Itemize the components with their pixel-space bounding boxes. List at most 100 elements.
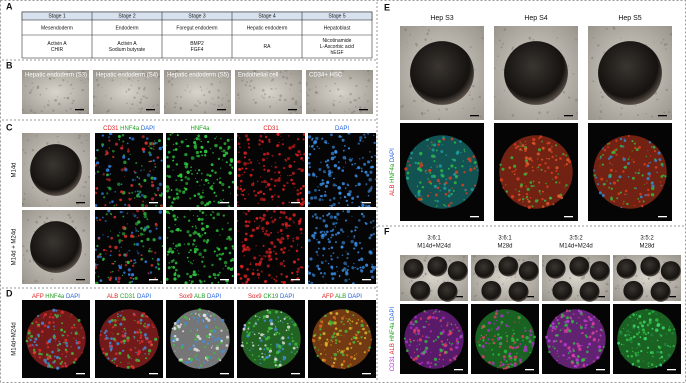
signal (187, 219, 191, 222)
signal (356, 267, 359, 271)
signal (330, 265, 334, 269)
texture (567, 96, 571, 99)
signal (425, 335, 428, 339)
signal (133, 243, 136, 246)
signal (268, 354, 271, 357)
signal (46, 345, 50, 349)
signal (441, 330, 445, 334)
signal (227, 147, 230, 150)
texture (80, 141, 83, 144)
signal (350, 239, 354, 244)
signal (296, 189, 299, 192)
signal (197, 192, 201, 196)
stain-name: ALB (390, 343, 396, 354)
texture (653, 41, 655, 43)
signal (620, 352, 622, 355)
signal (366, 324, 369, 327)
signal (209, 186, 213, 190)
signal (434, 310, 437, 313)
signal (126, 339, 130, 342)
signal (336, 332, 340, 336)
signal (501, 363, 505, 367)
signal (108, 164, 112, 168)
texture (410, 279, 413, 282)
stain-name: CD31 (263, 126, 279, 132)
texture (142, 74, 145, 77)
signal (202, 189, 204, 191)
signal (437, 143, 440, 146)
signal (439, 189, 442, 192)
signal (597, 341, 599, 343)
signal (264, 135, 268, 139)
signal (631, 350, 634, 353)
texture (368, 73, 370, 75)
texture (413, 99, 416, 103)
scale-bar (454, 369, 463, 371)
texture (219, 81, 222, 83)
signal (435, 316, 438, 320)
signal (633, 187, 636, 189)
signal (616, 197, 619, 200)
signal (575, 365, 578, 368)
signal (276, 359, 279, 362)
signal (429, 147, 431, 150)
signal (213, 351, 216, 355)
texture (522, 259, 525, 262)
signal (260, 270, 263, 273)
signal (123, 318, 126, 321)
signal (191, 225, 194, 228)
signal (246, 137, 250, 142)
signal (288, 175, 291, 177)
texture (71, 220, 75, 223)
signal (320, 194, 324, 198)
signal (96, 219, 98, 222)
signal (587, 315, 591, 319)
signal (453, 181, 457, 185)
signal (108, 320, 112, 324)
texture (478, 95, 482, 99)
signal (497, 333, 500, 336)
background (235, 70, 302, 114)
signal (640, 313, 642, 316)
signal (220, 329, 223, 332)
signal (141, 193, 144, 197)
signal (257, 318, 260, 321)
signal (333, 177, 335, 180)
texture (473, 107, 475, 110)
texture (427, 29, 430, 32)
signal (424, 311, 427, 313)
signal (602, 153, 605, 156)
signal (274, 194, 276, 196)
signal (327, 262, 330, 265)
signal (342, 149, 345, 152)
signal (506, 311, 509, 314)
signal (609, 182, 612, 185)
signal (335, 312, 339, 316)
signal (523, 172, 527, 176)
texture (69, 216, 72, 219)
signal (254, 315, 257, 317)
signal (244, 134, 249, 138)
signal (188, 347, 191, 351)
signal (346, 256, 349, 260)
texture (494, 264, 497, 266)
texture (105, 75, 107, 77)
signal (454, 358, 457, 361)
signal (626, 329, 630, 333)
signal (593, 326, 595, 329)
signal (340, 334, 342, 337)
signal (207, 318, 211, 322)
signal (340, 329, 343, 332)
signal (586, 363, 588, 366)
signal (246, 277, 250, 281)
signal (281, 143, 284, 146)
signal (105, 178, 109, 181)
signal (280, 311, 283, 314)
texture (275, 87, 277, 90)
signal (598, 158, 600, 160)
signal (292, 237, 295, 240)
signal (428, 168, 432, 173)
signal (37, 333, 40, 337)
texture (635, 274, 638, 278)
signal (332, 364, 335, 367)
